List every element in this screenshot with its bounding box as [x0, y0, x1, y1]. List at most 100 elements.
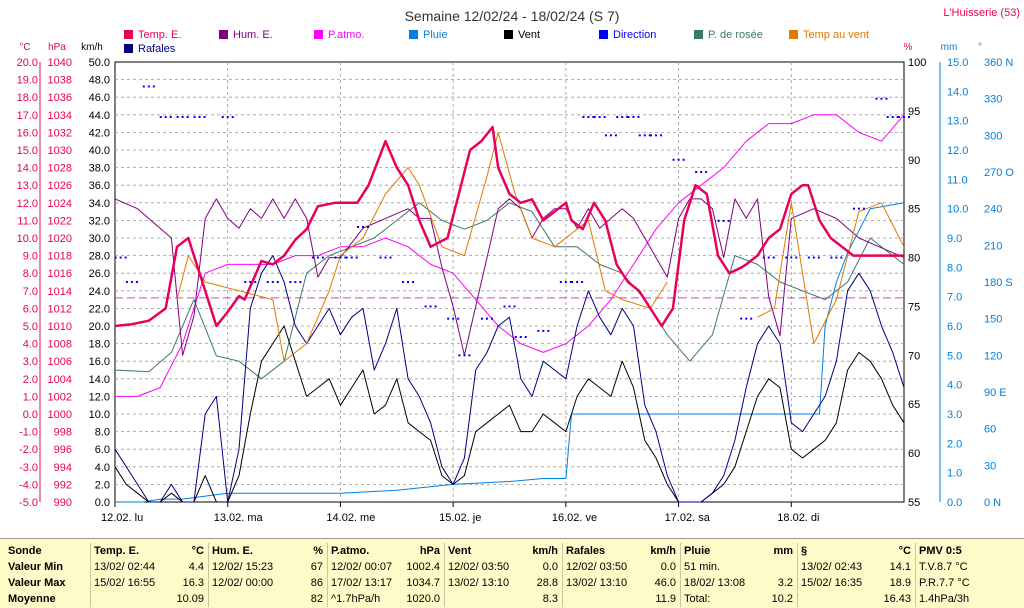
stats-cell-value: 1020.0: [406, 593, 440, 605]
direction-point: [705, 171, 708, 173]
legend-item-0: Temp. E.: [124, 29, 181, 41]
stats-col-5: Pluie mm 51 min. 18/02/ 13:08 3.2 Total: 10.2: [680, 543, 797, 607]
station-label: L'Huisserie (53): [943, 7, 1020, 19]
plot-frame: [114, 61, 905, 503]
direction-point: [125, 281, 128, 283]
direction-point: [695, 171, 698, 173]
axis-units: °C hPa km/h% mm °: [19, 42, 982, 53]
tick-wind: 34.0: [89, 198, 110, 210]
direction-point: [598, 116, 601, 118]
legend-swatch: [789, 30, 798, 39]
tick-wind: 32.0: [89, 215, 110, 227]
stats-cell-label: 12/02/ 03:50: [448, 561, 510, 573]
tick-dir: 330: [984, 94, 1002, 106]
tick-press: 1006: [48, 356, 72, 368]
tick-temp: 12.0: [17, 198, 38, 210]
tick-wind: 10.0: [89, 409, 110, 421]
axis-unit-wind: km/h: [81, 42, 103, 53]
x-tick-label: 17.02. sa: [665, 512, 711, 524]
tick-rain: 2.0: [947, 438, 962, 450]
tick-hum: 95: [908, 106, 920, 118]
tick-temp: 0.0: [23, 409, 38, 421]
direction-point: [311, 256, 314, 259]
tick-rain: 4.0: [947, 380, 962, 392]
stats-col-header: P.atmo. hPa: [331, 543, 444, 559]
stats-row: 13/02/ 02:43 14.1: [801, 559, 915, 575]
stats-cell-value: 46.0: [654, 577, 676, 589]
direction-point: [547, 329, 550, 332]
tick-temp: 9.0: [23, 251, 38, 263]
tick-temp: 5.0: [23, 321, 38, 333]
series-vent: [114, 325, 905, 503]
direction-point: [254, 281, 257, 283]
direction-point: [524, 336, 527, 338]
legend-swatch: [599, 30, 608, 39]
direction-point: [345, 256, 348, 259]
tick-wind: 46.0: [89, 92, 110, 104]
direction-point: [896, 116, 899, 118]
stats-col-6: § °C 13/02/ 02:43 14.1 15/02/ 16:35 18.9 16.43: [797, 543, 915, 607]
tick-hum: 70: [908, 350, 920, 362]
stats-col-2: P.atmo. hPa 12/02/ 00:07 1002.4 17/02/ 13:17…: [327, 543, 444, 607]
direction-point: [677, 158, 680, 161]
direction-point: [576, 281, 579, 283]
direction-point: [114, 256, 117, 259]
stats-cell-value: 0.0: [542, 561, 558, 573]
tick-hum: 85: [908, 204, 920, 216]
direction-point: [643, 134, 646, 137]
tick-dir: 30: [984, 460, 996, 472]
x-tick-label: 13.02. ma: [214, 512, 264, 524]
series-patmo: [115, 114, 905, 397]
legend-item-7: Temp au vent: [789, 29, 869, 41]
direction-point: [559, 281, 562, 283]
stats-cell-label: Total:: [684, 593, 711, 605]
direction-point: [457, 317, 460, 320]
direction-point: [745, 317, 748, 320]
tick-press: 1028: [48, 163, 72, 175]
stats-cell-value: 14.1: [889, 561, 911, 573]
direction-point: [458, 354, 461, 357]
tick-wind: 12.0: [89, 391, 110, 403]
direction-point: [366, 226, 369, 228]
direction-point: [885, 97, 888, 100]
stats-cell-label: 15/02/ 16:35: [801, 577, 863, 589]
tick-rain: 5.0: [947, 350, 962, 362]
stats-cell-label: 12/02/ 00:07: [331, 561, 393, 573]
stats-col-unit: km/h: [532, 545, 558, 557]
direction-point: [164, 116, 167, 118]
stats-cell-value: 0.0: [660, 561, 676, 573]
stats-row: 12/02/ 00:00 86: [212, 575, 327, 591]
tick-wind: 50.0: [89, 57, 110, 69]
stats-row: 13/02/ 13:10 28.8: [448, 575, 562, 591]
tick-press: 996: [54, 444, 72, 456]
direction-point: [344, 256, 347, 259]
tick-wind: 38.0: [89, 163, 110, 175]
tick-wind: 22.0: [89, 303, 110, 315]
direction-point: [159, 116, 162, 118]
tick-wind: 8.0: [95, 427, 110, 439]
tick-dir: 210: [984, 240, 1002, 252]
direction-point: [637, 116, 640, 118]
stats-col-unit: °C: [898, 545, 911, 557]
stats-cell-value: 86: [310, 577, 323, 589]
direction-point: [604, 134, 607, 137]
legend-swatch: [219, 30, 228, 39]
direction-point: [447, 317, 450, 320]
legend-swatch: [124, 30, 133, 39]
direction-point: [891, 116, 894, 118]
stats-col-header: Pluie mm: [684, 543, 797, 559]
tick-rain: 15.0: [947, 57, 968, 69]
tick-dir: 240: [984, 204, 1002, 216]
stats-col-unit: %: [313, 545, 323, 557]
direction-point: [785, 256, 788, 259]
direction-point: [402, 281, 405, 283]
stats-col-7: PMV 0:5 T.V.8.7 °C P.R.7.7 °C 1.4hPa/3h: [915, 543, 1024, 607]
tick-press: 994: [54, 462, 72, 474]
tick-wind: 42.0: [89, 127, 110, 139]
chart-legend: Temp. E. Hum. E. P.atmo. Pluie Vent Direction…: [124, 29, 869, 55]
tick-press: 1022: [48, 215, 72, 227]
direction-point: [221, 116, 224, 118]
tick-hum: 55: [908, 497, 920, 509]
direction-point: [817, 256, 820, 259]
stats-sonde-row-min: Valeur Min: [8, 561, 64, 573]
